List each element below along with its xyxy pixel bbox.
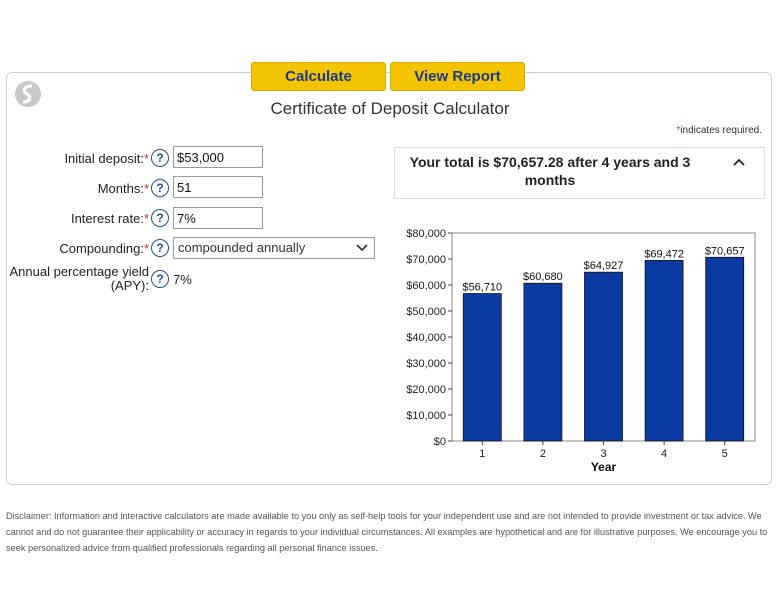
disclaimer-text: Disclaimer: Information and interactive … xyxy=(6,511,768,553)
y-tick-label: $0 xyxy=(434,436,446,448)
y-tick-label: $40,000 xyxy=(406,332,446,344)
bar-value-label: $69,472 xyxy=(644,248,684,260)
interest-rate-label: Interest rate:* xyxy=(70,211,149,226)
chevron-down-icon xyxy=(356,244,368,252)
bar xyxy=(523,282,563,442)
x-tick-label: 2 xyxy=(540,448,546,460)
compounding-label: Compounding:* xyxy=(59,241,149,256)
x-tick-label: 1 xyxy=(479,448,485,460)
view-report-button[interactable]: View Report xyxy=(390,62,525,91)
bar xyxy=(462,293,502,442)
required-note: *indicates required. xyxy=(676,125,762,136)
y-tick-label: $70,000 xyxy=(406,254,446,266)
bar-value-label: $56,710 xyxy=(462,282,502,294)
apy-help-icon[interactable]: ? xyxy=(151,270,169,288)
y-tick-label: $20,000 xyxy=(406,384,446,396)
months-input[interactable] xyxy=(173,176,263,198)
bar-value-label: $64,927 xyxy=(584,260,624,272)
compounding-select-value: compounded annually xyxy=(178,240,306,255)
page-title: Certificate of Deposit Calculator xyxy=(270,99,510,118)
apy-label: Annual percentage yield (APY): xyxy=(9,264,150,293)
total-summary: Your total is $70,657.28 after 4 years a… xyxy=(394,147,765,199)
growth-bar-chart: $0 $10,000 $20,000 $30,000 $40,000 $50,000 $60… xyxy=(406,228,756,472)
initial-deposit-help-icon[interactable]: ? xyxy=(151,149,169,167)
y-tick-label: $30,000 xyxy=(406,358,446,370)
x-tick-label: 5 xyxy=(722,448,728,460)
bar-value-label: $60,680 xyxy=(523,271,563,283)
bar-value-label: $70,657 xyxy=(705,245,745,257)
compounding-select[interactable]: compounded annually xyxy=(173,237,375,259)
calculate-button[interactable]: Calculate xyxy=(251,62,386,91)
bar xyxy=(644,259,684,442)
y-tick-label: $10,000 xyxy=(406,410,446,422)
months-label: Months:* xyxy=(97,181,149,196)
compounding-help-icon[interactable]: ? xyxy=(151,239,169,257)
x-tick-label: 4 xyxy=(661,448,667,460)
interest-rate-help-icon[interactable]: ? xyxy=(151,209,169,227)
logo-icon xyxy=(15,81,41,107)
initial-deposit-input[interactable] xyxy=(173,146,263,168)
interest-rate-input[interactable] xyxy=(173,207,263,229)
apy-value: 7% xyxy=(173,272,192,287)
y-tick-label: $80,000 xyxy=(406,228,446,240)
bar xyxy=(705,256,745,442)
collapse-toggle-icon[interactable] xyxy=(732,155,746,169)
months-help-icon[interactable]: ? xyxy=(151,179,169,197)
initial-deposit-label: Initial deposit:* xyxy=(64,151,149,166)
x-tick-label: 3 xyxy=(600,448,606,460)
bar xyxy=(584,271,623,442)
x-axis-title: Year xyxy=(591,460,617,472)
y-tick-label: $60,000 xyxy=(406,280,446,292)
y-tick-label: $50,000 xyxy=(406,306,446,318)
total-text: Your total is $70,657.28 after 4 years a… xyxy=(409,154,691,188)
